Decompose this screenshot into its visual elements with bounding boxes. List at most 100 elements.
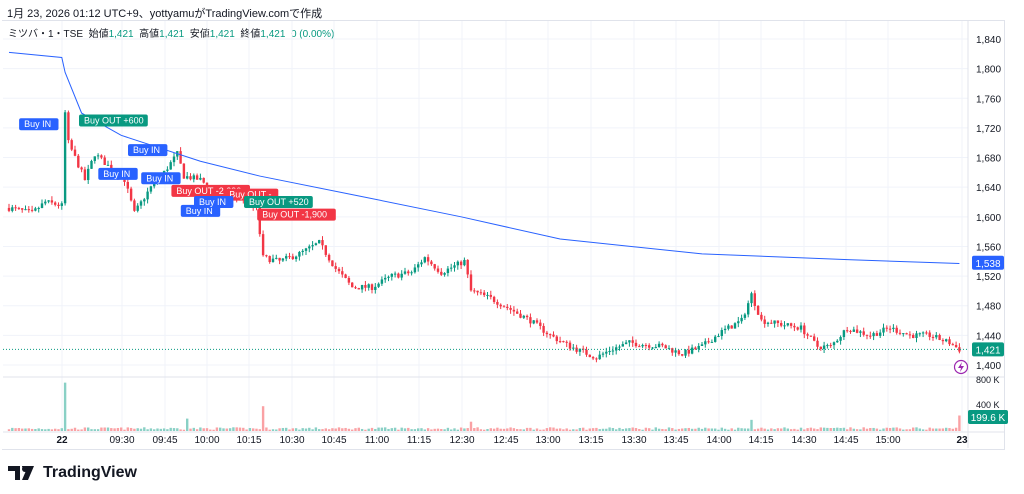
volume-bar bbox=[568, 429, 572, 431]
volume-bar bbox=[509, 427, 512, 431]
candle-body bbox=[139, 201, 143, 206]
volume-bar bbox=[311, 429, 314, 431]
volume-bar bbox=[30, 428, 34, 431]
time-tick-label: 10:00 bbox=[194, 435, 219, 446]
volume-bar bbox=[407, 427, 410, 431]
price-tick-label: 1,800 bbox=[976, 65, 1001, 76]
tv-logo-icon bbox=[8, 466, 34, 480]
price-tick-label: 1,640 bbox=[976, 183, 1001, 194]
candle-body bbox=[667, 348, 671, 350]
candle-body bbox=[34, 208, 37, 211]
volume-bar bbox=[186, 418, 189, 431]
volume-bar bbox=[836, 427, 839, 431]
volume-bar bbox=[380, 427, 384, 431]
volume-bar bbox=[697, 427, 700, 431]
volume-bar bbox=[555, 428, 558, 431]
trade-marker[interactable]: Buy IN bbox=[98, 167, 138, 180]
trade-marker[interactable]: Buy IN bbox=[194, 195, 234, 208]
candle-body bbox=[314, 243, 318, 246]
volume-bar bbox=[143, 427, 146, 431]
volume-bar bbox=[387, 428, 390, 431]
trade-marker[interactable]: Buy IN bbox=[128, 144, 168, 157]
volume-bar bbox=[7, 429, 11, 431]
candle-body bbox=[374, 286, 377, 290]
candle-body bbox=[298, 252, 301, 257]
volume-bar bbox=[126, 427, 129, 431]
candle-body bbox=[855, 329, 859, 333]
volume-bar bbox=[664, 429, 667, 431]
candle-body bbox=[733, 323, 737, 329]
candle-body bbox=[796, 327, 799, 330]
volume-bar bbox=[780, 428, 783, 431]
candle-body bbox=[450, 267, 453, 269]
candle-body bbox=[403, 271, 407, 274]
volume-bar bbox=[436, 428, 440, 431]
volume-bar bbox=[855, 429, 859, 431]
volume-bar bbox=[525, 427, 529, 431]
candle-body bbox=[275, 257, 278, 259]
flash-alert-icon[interactable] bbox=[953, 359, 969, 375]
candle-body bbox=[436, 268, 440, 272]
candle-body bbox=[182, 163, 186, 179]
candle-body bbox=[133, 200, 136, 211]
trade-marker[interactable]: Buy IN bbox=[19, 118, 59, 131]
volume-bar bbox=[624, 428, 628, 431]
volume-bar bbox=[747, 428, 750, 431]
volume-bar bbox=[397, 429, 400, 431]
trade-marker[interactable]: Buy OUT +520 bbox=[244, 195, 313, 208]
volume-bar bbox=[40, 429, 44, 431]
volume-tick-label: 400 K bbox=[976, 400, 1000, 410]
volume-bar bbox=[595, 427, 598, 431]
volume-bar bbox=[529, 427, 532, 431]
chart-caption: 1月 23, 2026 01:12 UTC+9、yottyamuがTrading… bbox=[7, 8, 323, 20]
candle-body bbox=[730, 325, 733, 329]
candle-body bbox=[525, 315, 529, 318]
trade-marker[interactable]: Buy OUT +600 bbox=[79, 114, 148, 127]
time-tick-label: 11:00 bbox=[365, 435, 390, 446]
tradingview-logo[interactable]: TradingView bbox=[8, 464, 137, 482]
volume-bar bbox=[205, 428, 209, 431]
time-tick-label: 13:30 bbox=[621, 435, 646, 446]
trade-marker[interactable]: Buy OUT -1,900 bbox=[257, 208, 336, 221]
volume-bar bbox=[54, 428, 57, 431]
time-tick-label: 23 bbox=[956, 435, 968, 446]
candle-body bbox=[393, 273, 397, 275]
volume-bar bbox=[516, 429, 519, 431]
volume-bar bbox=[783, 427, 786, 431]
candle-body bbox=[671, 348, 674, 353]
trade-marker-label: Buy OUT - bbox=[229, 190, 271, 200]
volume-bar bbox=[308, 427, 311, 431]
volume-bar bbox=[654, 427, 657, 431]
candle-body bbox=[760, 314, 763, 320]
price-tick-label: 1,600 bbox=[976, 213, 1001, 224]
candle-body bbox=[750, 293, 753, 304]
volume-bar bbox=[413, 429, 417, 431]
candle-body bbox=[377, 283, 380, 287]
volume-bar bbox=[446, 427, 450, 431]
time-tick-label: 09:45 bbox=[152, 435, 177, 446]
volume-bar bbox=[750, 419, 753, 431]
candle-body bbox=[516, 311, 519, 314]
volume-bar bbox=[232, 427, 235, 431]
candle-body bbox=[549, 334, 552, 336]
volume-bar bbox=[948, 428, 951, 431]
time-tick-label: 15:00 bbox=[875, 435, 900, 446]
candle-body bbox=[846, 330, 849, 332]
volume-bar bbox=[90, 429, 93, 431]
volume-badge: 199.6 K bbox=[971, 413, 1006, 424]
volume-bar bbox=[826, 427, 829, 431]
candle-body bbox=[690, 347, 694, 354]
volume-bar bbox=[294, 428, 298, 431]
trade-marker[interactable]: Buy IN bbox=[141, 172, 181, 185]
volume-bar bbox=[146, 429, 149, 431]
volume-bar bbox=[222, 428, 225, 431]
candle-body bbox=[945, 339, 948, 342]
candle-body bbox=[842, 330, 846, 338]
symbol-name[interactable]: ミツバ・1・TSE bbox=[8, 29, 84, 40]
volume-bar bbox=[611, 427, 615, 431]
volume-bar bbox=[806, 428, 809, 431]
candle-body bbox=[44, 201, 47, 204]
trade-marker-label: Buy OUT +600 bbox=[84, 115, 144, 125]
candle-body bbox=[872, 333, 875, 337]
